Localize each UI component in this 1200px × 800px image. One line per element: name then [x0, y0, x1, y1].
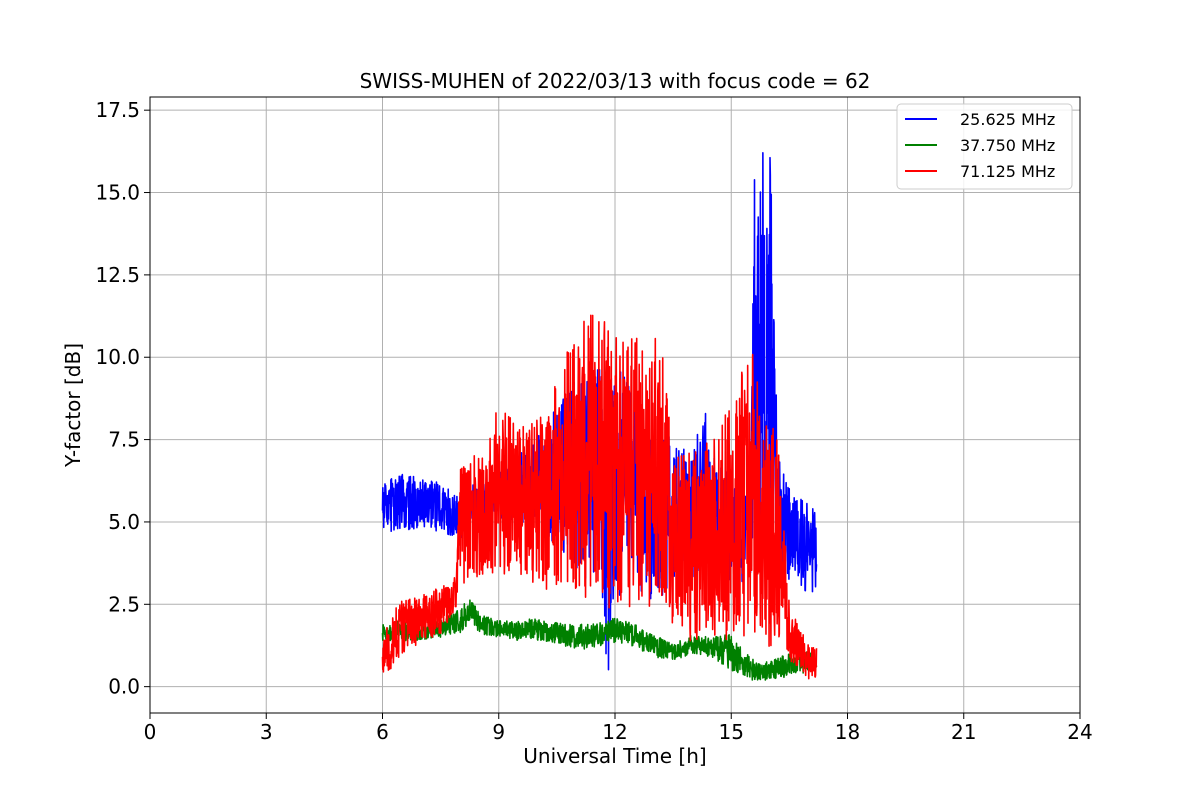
y-tick-label: 2.5 — [108, 592, 140, 616]
x-tick-label: 9 — [492, 720, 505, 744]
y-axis: 0.0 2.5 5.0 7.5 10.0 12.5 15.0 17.5 — [95, 98, 150, 699]
x-tick-label: 0 — [144, 720, 157, 744]
y-tick-label: 17.5 — [95, 98, 140, 122]
series-line-3 — [381, 314, 818, 680]
legend: 25.625 MHz 37.750 MHz 71.125 MHz — [896, 103, 1073, 190]
legend-label-1: 25.625 MHz — [960, 110, 1055, 129]
y-tick-label: 7.5 — [108, 428, 140, 452]
series-layer — [381, 152, 818, 681]
legend-label-3: 71.125 MHz — [960, 162, 1055, 181]
y-tick-label: 12.5 — [95, 263, 140, 287]
series-line-2 — [381, 599, 818, 681]
legend-box — [896, 103, 1073, 190]
y-axis-title: Y-factor [dB] — [61, 343, 85, 468]
x-tick-label: 6 — [376, 720, 389, 744]
x-tick-label: 24 — [1067, 720, 1092, 744]
x-tick-label: 12 — [602, 720, 627, 744]
x-tick-label: 21 — [951, 720, 976, 744]
y-tick-label: 15.0 — [95, 181, 140, 205]
x-tick-label: 18 — [835, 720, 860, 744]
x-axis: 0 3 6 9 12 15 18 21 24 — [144, 713, 1093, 744]
x-axis-title: Universal Time [h] — [523, 744, 706, 768]
y-tick-label: 5.0 — [108, 510, 140, 534]
y-tick-label: 0.0 — [108, 675, 140, 699]
legend-label-2: 37.750 MHz — [960, 136, 1055, 155]
y-tick-label: 10.0 — [95, 345, 140, 369]
chart-title: SWISS-MUHEN of 2022/03/13 with focus cod… — [360, 69, 871, 93]
x-tick-label: 3 — [260, 720, 273, 744]
x-tick-label: 15 — [719, 720, 744, 744]
